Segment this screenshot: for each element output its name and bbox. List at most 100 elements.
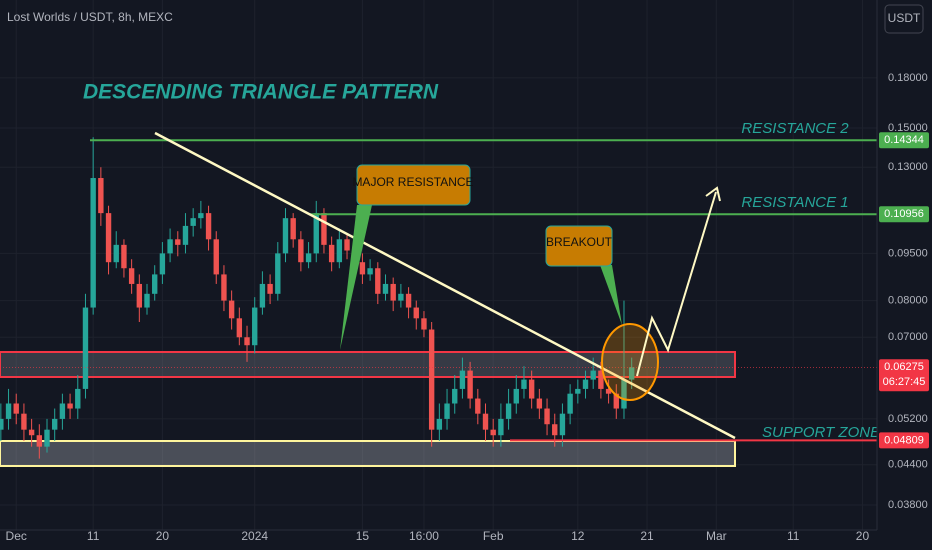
price-tag xyxy=(879,132,929,149)
countdown: 06:27:45 xyxy=(883,376,926,388)
price-tag-label: 0.04809 xyxy=(884,434,924,446)
candle-body xyxy=(505,403,512,419)
candle-body xyxy=(113,244,119,263)
candle-body xyxy=(36,435,43,447)
y-tick-label: 0.08000 xyxy=(888,294,928,306)
candle-body xyxy=(298,239,304,263)
candle-body xyxy=(13,403,19,414)
candle-body xyxy=(67,403,73,409)
candle-body xyxy=(613,393,619,409)
candle-body xyxy=(228,300,235,319)
candle-body xyxy=(321,213,327,245)
x-tick-label: 21 xyxy=(640,529,654,543)
y-tick-label: 0.18000 xyxy=(888,72,928,84)
candle-body xyxy=(144,293,150,308)
candle-body xyxy=(128,268,135,284)
candle-body xyxy=(521,379,527,389)
price-tag xyxy=(879,359,929,392)
candle-body xyxy=(221,274,227,301)
y-tick-label: 0.03800 xyxy=(888,499,928,511)
candle-body xyxy=(536,398,543,409)
projection-arrow xyxy=(636,191,717,377)
chart-title: Lost Worlds / USDT, 8h, MEXC xyxy=(7,10,173,24)
candle-body xyxy=(190,218,196,226)
candle-body xyxy=(98,178,104,214)
candle-body xyxy=(82,307,89,389)
candle-body xyxy=(305,253,312,263)
candle-body xyxy=(0,418,4,430)
trendline xyxy=(154,131,736,440)
candle-body xyxy=(236,318,243,338)
candle-body xyxy=(90,178,96,308)
candle-body xyxy=(544,408,550,425)
candle-body xyxy=(105,213,112,263)
price-tag xyxy=(879,206,929,223)
x-tick-label: Feb xyxy=(483,529,504,543)
callout-text: MAJOR RESISTANCE xyxy=(352,175,473,189)
pattern-title: DESCENDING TRIANGLE PATTERN xyxy=(83,81,439,104)
candle-body xyxy=(259,283,266,308)
candle-body xyxy=(136,283,143,308)
candle-body xyxy=(252,307,258,346)
candle-body xyxy=(282,218,289,254)
candle-body xyxy=(390,283,396,301)
candle-body xyxy=(413,307,419,319)
candle-body xyxy=(528,379,535,399)
candle-body xyxy=(28,429,35,436)
candle-body xyxy=(152,274,158,294)
callout-pointer xyxy=(340,205,372,350)
candle-body xyxy=(5,403,12,419)
candle-body xyxy=(275,253,281,294)
candle-body xyxy=(205,213,212,240)
candle-body xyxy=(175,239,181,245)
candle-body xyxy=(167,239,173,254)
x-tick-label: 15 xyxy=(356,529,370,543)
candle-body xyxy=(398,293,404,301)
currency-button-label[interactable]: USDT xyxy=(888,11,921,25)
candle-body xyxy=(244,337,250,346)
candle-body xyxy=(121,244,127,269)
candle-body xyxy=(267,283,273,294)
candle-body xyxy=(44,429,50,447)
y-tick-label: 0.05200 xyxy=(888,413,928,425)
currency-button[interactable] xyxy=(884,4,924,34)
x-tick-label: 2024 xyxy=(241,529,268,543)
y-tick-label: 0.09500 xyxy=(888,247,928,259)
candle-body xyxy=(467,370,473,399)
callout-box xyxy=(545,225,613,267)
candle-body xyxy=(428,329,435,430)
candle-body xyxy=(482,413,489,430)
candle-body xyxy=(344,239,350,251)
breakout-circle xyxy=(601,323,659,401)
candle-body xyxy=(452,388,458,404)
y-tick-label: 0.15000 xyxy=(888,122,928,134)
candle-body xyxy=(290,218,296,240)
candles xyxy=(0,137,635,459)
candle-body xyxy=(436,418,443,430)
candle-body xyxy=(475,398,481,414)
callout-text: BREAKOUT xyxy=(546,235,613,249)
candle-body xyxy=(628,367,635,380)
overlays: RESISTANCE 2 RESISTANCE 1 xyxy=(0,120,877,442)
level-label: RESISTANCE 1 xyxy=(741,194,848,211)
x-tick-label: 20 xyxy=(156,529,170,543)
y-tick-label: 0.07000 xyxy=(888,331,928,343)
candle-body xyxy=(359,262,366,275)
candle-body xyxy=(52,418,58,430)
x-tick-label: 11 xyxy=(787,529,800,543)
candle-body xyxy=(313,213,319,254)
candle-body xyxy=(59,403,66,419)
x-tick-label: 20 xyxy=(856,529,870,543)
price-axis xyxy=(877,0,932,550)
level-label: RESISTANCE 2 xyxy=(741,120,849,137)
arrow-head xyxy=(705,186,721,202)
candle-body xyxy=(75,388,81,409)
price-tag-label: 0.14344 xyxy=(884,134,924,146)
candle-body xyxy=(513,388,519,404)
candle-body xyxy=(598,370,604,389)
price-tag-label: 0.06275 xyxy=(884,361,924,373)
candle-body xyxy=(590,370,596,380)
candle-body xyxy=(213,239,219,275)
candle-body xyxy=(498,418,504,436)
